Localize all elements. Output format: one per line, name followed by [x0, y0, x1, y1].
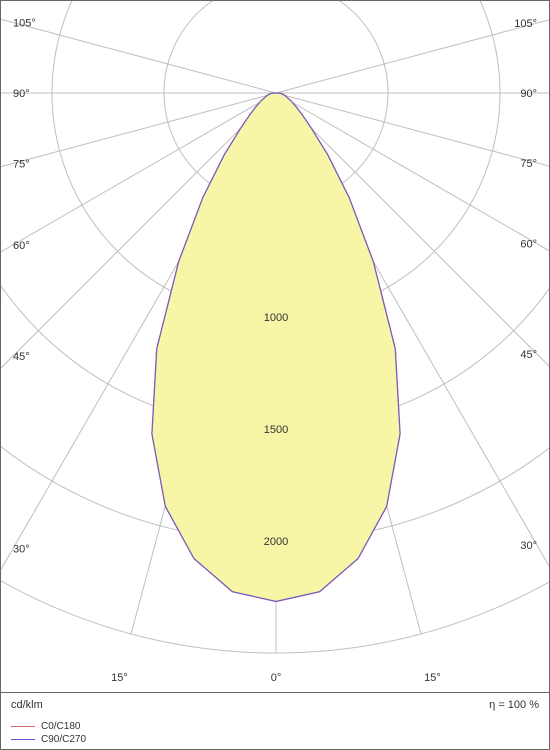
- legend-swatch-1: [11, 739, 35, 740]
- polar-chart-container: 1000 1500 2000 0° 15° 15° 30° 30° 45° 45° 60° 60° 75…: [0, 0, 550, 750]
- svg-text:75°: 75°: [13, 159, 30, 171]
- svg-text:1500: 1500: [264, 424, 288, 436]
- svg-text:60°: 60°: [520, 239, 537, 251]
- svg-text:1000: 1000: [264, 312, 288, 324]
- svg-text:90°: 90°: [13, 88, 30, 100]
- svg-text:30°: 30°: [13, 544, 30, 556]
- svg-text:105°: 105°: [514, 18, 537, 30]
- chart-footer: cd/klm η = 100 % C0/C180 C90/C270: [1, 692, 549, 749]
- svg-text:15°: 15°: [111, 672, 128, 684]
- legend-label-0: C0/C180: [41, 721, 80, 732]
- footer-row: cd/klm η = 100 %: [11, 699, 539, 711]
- svg-text:90°: 90°: [520, 88, 537, 100]
- polar-chart-svg: 1000 1500 2000 0° 15° 15° 30° 30° 45° 45° 60° 60° 75…: [1, 1, 549, 689]
- legend-label-1: C90/C270: [41, 734, 86, 745]
- svg-text:15°: 15°: [424, 672, 441, 684]
- svg-text:75°: 75°: [520, 158, 537, 170]
- svg-text:45°: 45°: [13, 351, 30, 363]
- svg-text:105°: 105°: [13, 18, 36, 30]
- svg-text:30°: 30°: [520, 540, 537, 552]
- svg-text:0°: 0°: [271, 672, 282, 684]
- svg-text:60°: 60°: [13, 240, 30, 252]
- svg-text:2000: 2000: [264, 536, 288, 548]
- unit-label: cd/klm: [11, 699, 43, 711]
- legend-item-0: C0/C180: [11, 721, 539, 732]
- svg-text:45°: 45°: [520, 349, 537, 361]
- legend-item-1: C90/C270: [11, 734, 539, 745]
- legend-swatch-0: [11, 726, 35, 727]
- efficiency-label: η = 100 %: [489, 699, 539, 711]
